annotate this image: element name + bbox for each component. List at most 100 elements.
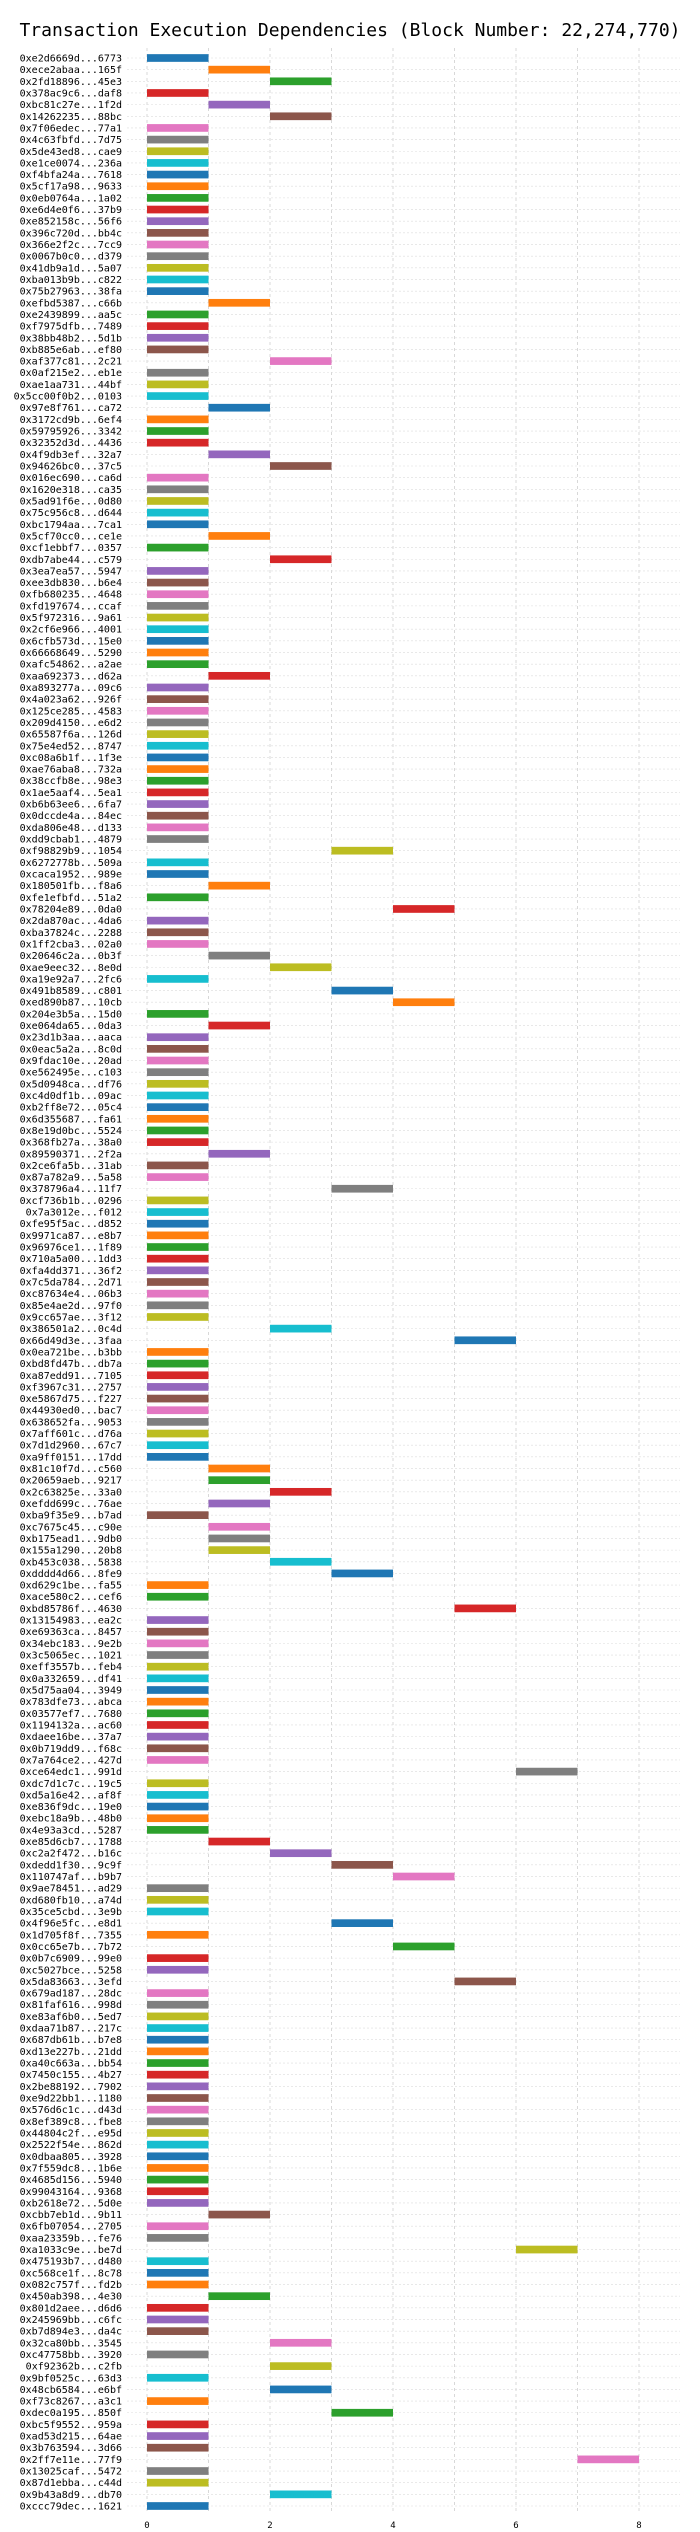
transaction-bar <box>147 2350 209 2359</box>
transaction-label: 0xdd9cbab1...4879 <box>20 835 122 846</box>
transaction-bar <box>147 1791 209 1799</box>
transaction-bar <box>208 403 270 412</box>
transaction-bar <box>577 2455 639 2464</box>
transaction-bar <box>208 65 270 74</box>
transaction-bar <box>147 1627 209 1636</box>
transaction-label: 0x3ea7ea57...5947 <box>20 566 122 577</box>
transaction-bar <box>147 2443 209 2452</box>
transaction-bar <box>331 1919 393 1927</box>
transaction-bar <box>270 2490 332 2499</box>
transaction-bar <box>147 1231 209 1240</box>
transaction-label: 0x1ff2cba3...02a0 <box>20 939 122 950</box>
transaction-label: 0x0b719dd9...f68c <box>20 1744 122 1755</box>
transaction-bar <box>147 543 209 552</box>
transaction-label: 0x0dbaa805...3928 <box>20 2152 122 2163</box>
transaction-bar <box>147 637 209 645</box>
transaction-bar <box>147 1581 209 1589</box>
transaction-label: 0xc4d0df1b...09ac <box>20 1091 122 1102</box>
transaction-label: 0x7a3012e...f012 <box>26 1208 122 1219</box>
transaction-label: 0x679ad187...28dc <box>20 1989 122 2000</box>
transaction-bar <box>147 776 209 785</box>
transaction-bar <box>147 263 209 272</box>
transaction-bar <box>147 2478 209 2487</box>
transaction-label: 0xe85d6cb7...1788 <box>20 1837 122 1848</box>
transaction-label: 0xce64edc1...991d <box>20 1767 122 1778</box>
transaction-bar <box>147 194 209 202</box>
transaction-label: 0x2c63825e...33a0 <box>20 1487 122 1498</box>
transaction-bar <box>147 1348 209 1356</box>
transaction-bar <box>147 1721 209 1729</box>
transaction-label: 0x0af215e2...eb1e <box>20 368 122 379</box>
transaction-bar <box>147 1278 209 1286</box>
transaction-bar <box>208 100 270 109</box>
transaction-label: 0xece2abaa...165f <box>20 65 122 76</box>
bars <box>147 54 639 2510</box>
grid <box>127 48 680 2512</box>
transaction-bar <box>147 1383 209 1391</box>
transaction-bar <box>270 1487 332 1496</box>
transaction-label: 0xf92362b...c2fb <box>26 2362 122 2373</box>
transaction-label: 0xfa4dd371...36f2 <box>20 1266 122 1277</box>
transaction-bar <box>208 881 270 890</box>
transaction-bar <box>331 2408 393 2417</box>
transaction-bar <box>147 2420 209 2429</box>
transaction-bar <box>147 2175 209 2184</box>
transaction-bar <box>147 159 209 167</box>
transaction-bar <box>147 2303 209 2312</box>
transaction-bar <box>270 1324 332 1333</box>
transaction-label: 0x0a332659...df41 <box>20 1674 122 1685</box>
transaction-label: 0x5cf70cc0...ce1e <box>20 531 122 542</box>
transaction-bar <box>147 2129 209 2137</box>
transaction-bar <box>147 1895 209 1904</box>
transaction-label: 0x016ec690...ca6d <box>20 473 122 484</box>
transaction-label: 0x41db9a1d...5a07 <box>20 263 122 274</box>
transaction-label: 0xb7d894e3...da4c <box>20 2327 122 2338</box>
transaction-label: 0xbd8fd47b...db7a <box>20 1359 122 1370</box>
transaction-label: 0xcf736b1b...0296 <box>20 1196 122 1207</box>
transaction-bar <box>147 1359 209 1368</box>
transaction-label: 0x2da870ac...4da6 <box>20 916 122 927</box>
transaction-label: 0xba9f35e9...b7ad <box>20 1511 122 1522</box>
transaction-label: 0x4c63fbfd...7d75 <box>20 135 122 146</box>
transaction-bar <box>147 1418 209 1426</box>
transaction-bar <box>147 2187 209 2196</box>
transaction-bar <box>147 1453 209 1461</box>
transaction-label: 0x5cf17a98...9633 <box>20 182 122 193</box>
transaction-label: 0xf73c8267...a3c1 <box>20 2397 122 2408</box>
transaction-bar <box>331 1184 393 1193</box>
transaction-bar <box>147 1651 209 1659</box>
transaction-label: 0x4e93a3cd...5287 <box>20 1825 122 1836</box>
transaction-bar <box>270 357 332 365</box>
transaction-label: 0xe6d4e0f6...37b9 <box>20 205 122 216</box>
transaction-bar <box>147 1674 209 1683</box>
transaction-label: 0xdc7d1c7c...19c5 <box>20 1779 122 1790</box>
transaction-label: 0xf4bfa24a...7618 <box>20 170 122 181</box>
transaction-label: 0xdaee16be...37a7 <box>20 1732 122 1743</box>
transaction-label: 0x6cfb573d...15e0 <box>20 636 122 647</box>
transaction-bar <box>147 1219 209 1228</box>
transaction-label: 0x110747af...b9b7 <box>20 1872 122 1883</box>
transaction-label: 0x475193b7...d480 <box>20 2257 122 2268</box>
transaction-label: 0xd680fb10...a74d <box>20 1895 122 1906</box>
transaction-label: 0x368fb27a...38a0 <box>20 1138 122 1149</box>
transaction-bar <box>147 217 209 226</box>
transaction-bar <box>270 2338 332 2347</box>
transaction-bar <box>147 2315 209 2324</box>
transaction-label: 0x9971ca87...e8b7 <box>20 1231 122 1242</box>
transaction-label: 0x96976ce1...1f89 <box>20 1243 122 1254</box>
transaction-label: 0x8e19d0bc...5524 <box>20 1126 122 1137</box>
transaction-bar <box>147 497 209 505</box>
transaction-bar <box>147 170 209 179</box>
transaction-bar <box>147 578 209 587</box>
transaction-label: 0x20659aeb...9217 <box>20 1476 122 1487</box>
transaction-label: 0x7c5da784...2d71 <box>20 1278 122 1289</box>
transaction-bar <box>147 240 209 249</box>
transaction-label: 0xee3db830...b6e4 <box>20 578 122 589</box>
transaction-label: 0x5ad91f6e...0d80 <box>20 496 122 507</box>
transaction-label: 0x638652fa...9053 <box>20 1417 122 1428</box>
transaction-label: 0xe69363ca...8457 <box>20 1627 122 1638</box>
transaction-bar <box>147 928 209 937</box>
transaction-label: 0x32ca80bb...3545 <box>20 2338 122 2349</box>
transaction-bar <box>147 2082 209 2091</box>
transaction-bar <box>147 811 209 820</box>
